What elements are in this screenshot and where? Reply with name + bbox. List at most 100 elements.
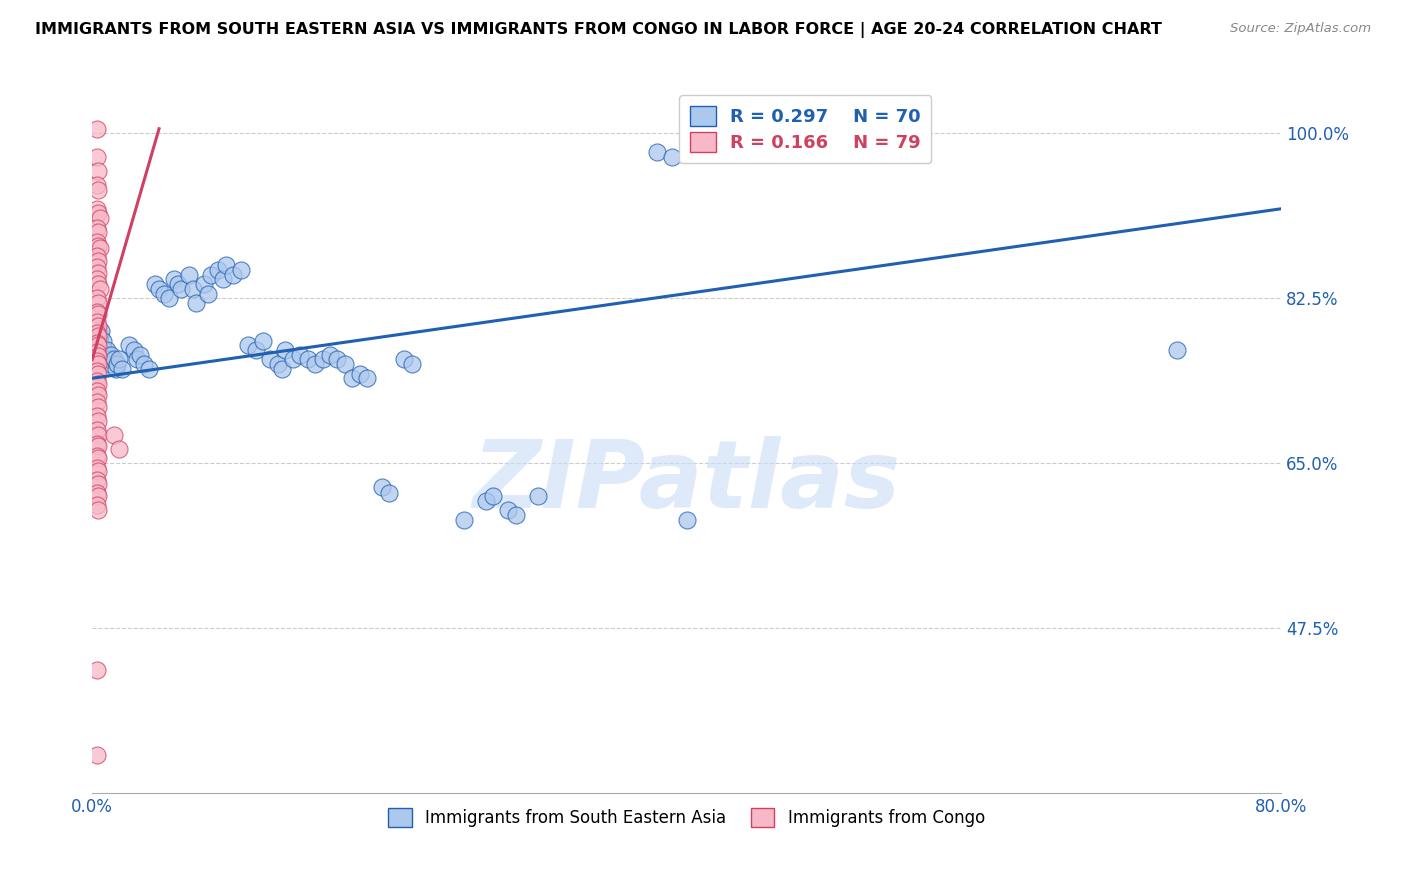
Point	[87, 427, 110, 442]
Point	[134, 357, 156, 371]
Point	[128, 348, 150, 362]
Point	[87, 367, 110, 381]
Point	[86, 150, 108, 164]
Point	[86, 394, 108, 409]
Point	[107, 357, 129, 371]
Point	[87, 376, 110, 391]
Point	[86, 235, 108, 249]
Point	[167, 277, 190, 292]
Point	[86, 663, 108, 677]
Point	[86, 291, 108, 305]
Point	[87, 307, 110, 321]
Point	[87, 400, 110, 414]
Point	[86, 121, 108, 136]
Point	[342, 371, 364, 385]
Point	[304, 357, 326, 371]
Point	[143, 277, 166, 292]
Point	[326, 352, 349, 367]
Point	[86, 449, 108, 463]
Point	[86, 345, 108, 359]
Point	[170, 282, 193, 296]
Text: IMMIGRANTS FROM SOUTH EASTERN ASIA VS IMMIGRANTS FROM CONGO IN LABOR FORCE | AGE: IMMIGRANTS FROM SOUTH EASTERN ASIA VS IM…	[35, 22, 1161, 38]
Point	[87, 414, 110, 428]
Point	[86, 354, 108, 368]
Point	[98, 357, 121, 371]
Point	[252, 334, 274, 348]
Point	[86, 272, 108, 286]
Point	[86, 335, 108, 350]
Point	[87, 225, 110, 239]
Point	[159, 291, 181, 305]
Point	[222, 268, 245, 282]
Point	[87, 503, 110, 517]
Point	[645, 145, 668, 160]
Point	[661, 150, 683, 164]
Point	[138, 362, 160, 376]
Point	[87, 329, 110, 343]
Point	[90, 324, 112, 338]
Point	[86, 260, 108, 275]
Point	[152, 286, 174, 301]
Point	[1166, 343, 1188, 357]
Point	[86, 423, 108, 437]
Point	[87, 338, 110, 352]
Point	[87, 388, 110, 402]
Text: Source: ZipAtlas.com: Source: ZipAtlas.com	[1230, 22, 1371, 36]
Point	[122, 343, 145, 357]
Point	[86, 437, 108, 451]
Point	[87, 451, 110, 466]
Point	[103, 427, 125, 442]
Point	[87, 357, 110, 371]
Point	[86, 384, 108, 399]
Point	[229, 263, 252, 277]
Point	[311, 352, 333, 367]
Point	[356, 371, 378, 385]
Point	[259, 352, 281, 367]
Point	[87, 349, 110, 363]
Point	[89, 282, 111, 296]
Point	[86, 747, 108, 762]
Point	[89, 211, 111, 226]
Point	[87, 183, 110, 197]
Point	[86, 326, 108, 340]
Point	[193, 277, 215, 292]
Point	[207, 263, 229, 277]
Point	[274, 343, 297, 357]
Point	[96, 343, 118, 357]
Point	[86, 178, 108, 193]
Point	[482, 489, 505, 503]
Point	[215, 258, 238, 272]
Point	[349, 367, 371, 381]
Point	[87, 164, 110, 178]
Point	[319, 348, 342, 362]
Point	[111, 362, 134, 376]
Point	[91, 334, 114, 348]
Point	[103, 352, 125, 367]
Point	[86, 460, 108, 475]
Point	[104, 362, 127, 376]
Point	[186, 296, 208, 310]
Point	[86, 220, 108, 235]
Point	[87, 338, 110, 352]
Point	[505, 508, 527, 522]
Point	[87, 489, 110, 503]
Point	[333, 357, 356, 371]
Point	[267, 357, 290, 371]
Point	[271, 362, 294, 376]
Text: ZIPatlas: ZIPatlas	[472, 436, 901, 528]
Point	[394, 352, 416, 367]
Point	[475, 493, 498, 508]
Point	[87, 296, 110, 310]
Point	[87, 206, 110, 220]
Point	[281, 352, 304, 367]
Point	[86, 305, 108, 319]
Point	[87, 464, 110, 478]
Point	[89, 329, 111, 343]
Point	[163, 272, 186, 286]
Point	[212, 272, 235, 286]
Point	[86, 202, 108, 216]
Point	[86, 364, 108, 378]
Point	[86, 499, 108, 513]
Point	[378, 486, 401, 500]
Point	[527, 489, 550, 503]
